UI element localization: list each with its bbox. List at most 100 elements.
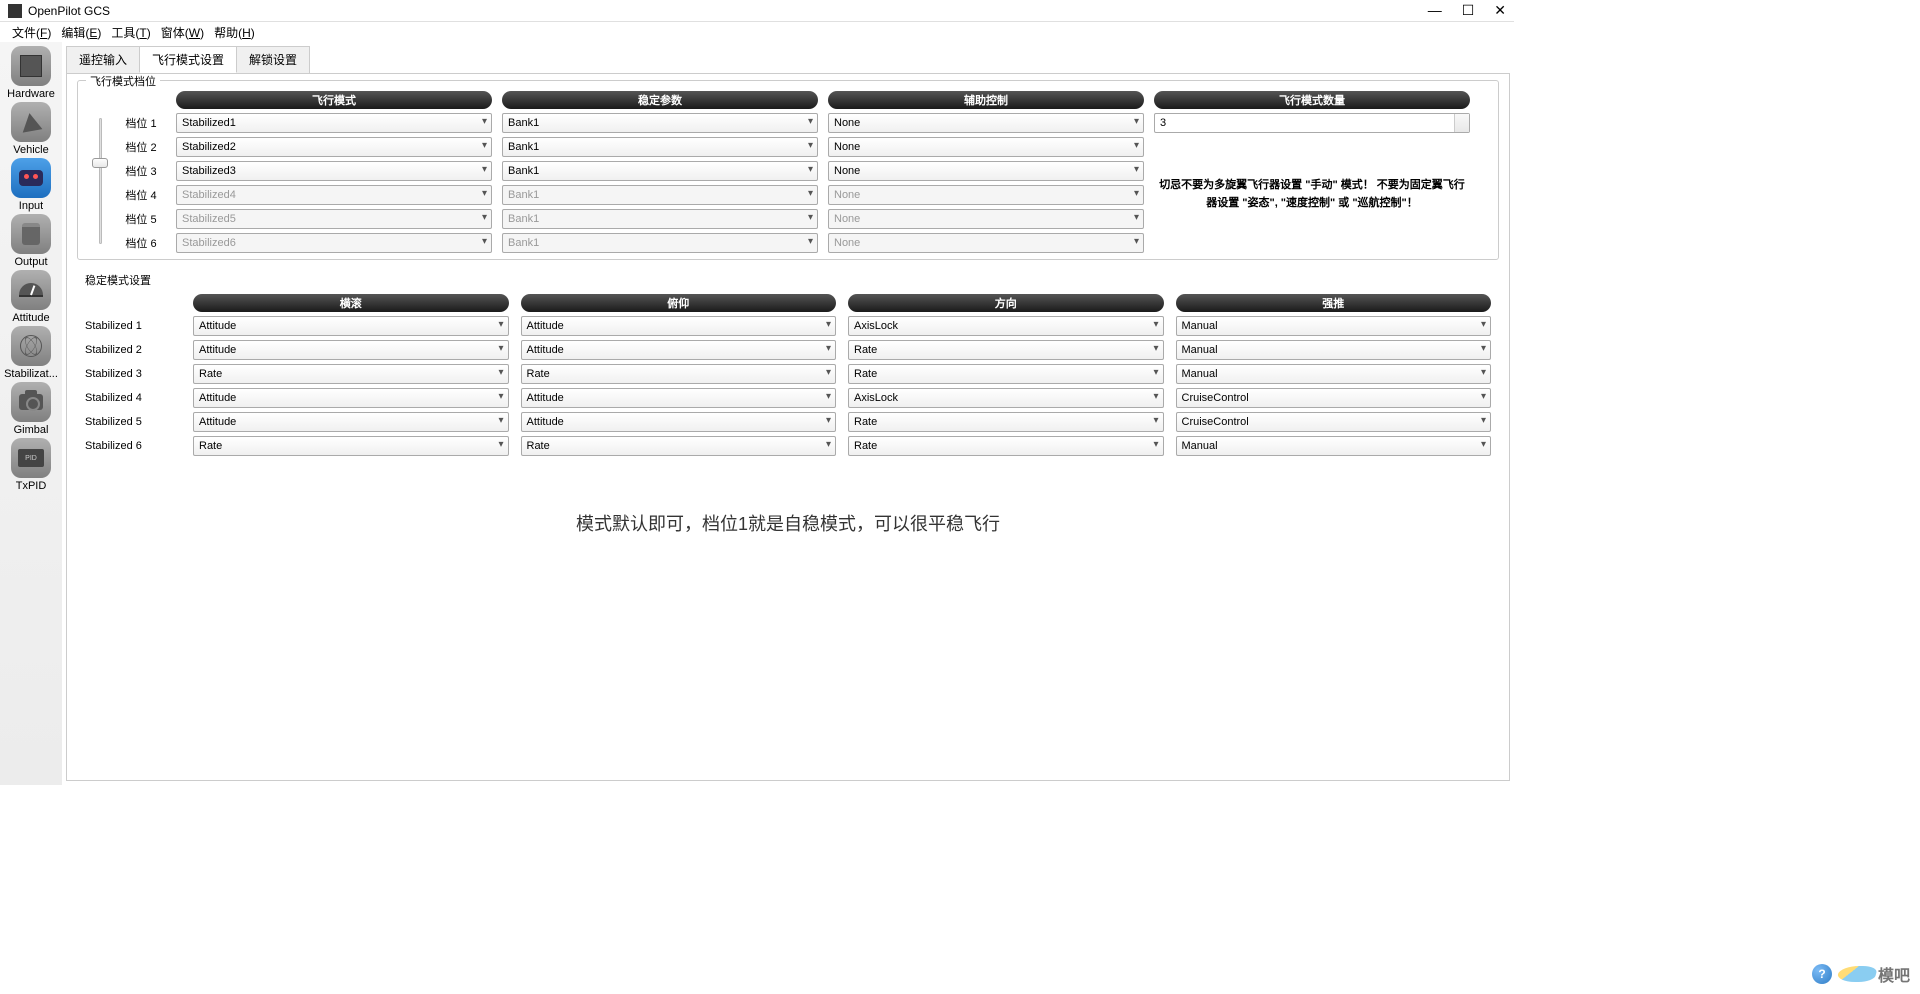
combo-mode-3[interactable]: Stabilized3 bbox=[176, 161, 492, 181]
sidebar-item-hardware[interactable]: Hardware bbox=[4, 46, 58, 100]
header-flight-mode: 飞行模式 bbox=[176, 91, 492, 109]
header-yaw: 方向 bbox=[848, 294, 1164, 312]
header-thrust: 强推 bbox=[1176, 294, 1492, 312]
combo-bank-4: Bank1 bbox=[502, 185, 818, 205]
logo-swoosh-icon bbox=[1836, 966, 1878, 982]
attitude-icon bbox=[11, 270, 51, 310]
combo-mode-6: Stabilized6 bbox=[176, 233, 492, 253]
app-icon bbox=[8, 4, 22, 18]
titlebar: OpenPilot GCS — ☐ ✕ bbox=[0, 0, 1514, 22]
help-icon[interactable]: ? bbox=[1812, 964, 1832, 984]
combo-bank-3[interactable]: Bank1 bbox=[502, 161, 818, 181]
warning-text: 切忌不要为多旋翼飞行器设置 "手动" 模式！ 不要为固定翼飞行器设置 "姿态",… bbox=[1154, 173, 1470, 216]
combo-bank-5: Bank1 bbox=[502, 209, 818, 229]
combo-thrust-5[interactable]: CruiseControl bbox=[1176, 412, 1492, 432]
sidebar-item-stabilization[interactable]: Stabilizat... bbox=[4, 326, 58, 380]
sidebar-item-attitude[interactable]: Attitude bbox=[4, 270, 58, 324]
combo-roll-4[interactable]: Attitude bbox=[193, 388, 509, 408]
window-title: OpenPilot GCS bbox=[28, 4, 1428, 18]
output-icon bbox=[11, 214, 51, 254]
combo-bank-1[interactable]: Bank1 bbox=[502, 113, 818, 133]
combo-assist-4: None bbox=[828, 185, 1144, 205]
menu-edit[interactable]: 编辑(E) bbox=[57, 22, 105, 43]
combo-pitch-6[interactable]: Rate bbox=[521, 436, 837, 456]
combo-assist-6: None bbox=[828, 233, 1144, 253]
vehicle-icon bbox=[11, 102, 51, 142]
combo-yaw-5[interactable]: Rate bbox=[848, 412, 1164, 432]
combo-pitch-1[interactable]: Attitude bbox=[521, 316, 837, 336]
combo-thrust-6[interactable]: Manual bbox=[1176, 436, 1492, 456]
sidebar-item-input[interactable]: Input bbox=[4, 158, 58, 212]
header-roll: 横滚 bbox=[193, 294, 509, 312]
combo-pitch-2[interactable]: Attitude bbox=[521, 340, 837, 360]
header-mode-count: 飞行模式数量 bbox=[1154, 91, 1470, 109]
watermark: ? 模吧 bbox=[1812, 962, 1910, 986]
minimize-button[interactable]: — bbox=[1428, 2, 1442, 19]
input-icon bbox=[11, 158, 51, 198]
menu-file[interactable]: 文件(F) bbox=[8, 22, 55, 43]
tabs: 遥控输入 飞行模式设置 解锁设置 bbox=[66, 46, 1510, 74]
menu-tools[interactable]: 工具(T) bbox=[107, 22, 154, 43]
combo-roll-6[interactable]: Rate bbox=[193, 436, 509, 456]
flight-mode-positions-group: 飞行模式档位 飞行模式 稳定参数 辅助控制 飞行模式数量 档位 1 Stabil bbox=[77, 80, 1499, 260]
combo-assist-5: None bbox=[828, 209, 1144, 229]
header-stab-settings: 稳定参数 bbox=[502, 91, 818, 109]
combo-roll-1[interactable]: Attitude bbox=[193, 316, 509, 336]
header-assist-control: 辅助控制 bbox=[828, 91, 1144, 109]
combo-roll-2[interactable]: Attitude bbox=[193, 340, 509, 360]
sidebar-item-output[interactable]: Output bbox=[4, 214, 58, 268]
combo-roll-5[interactable]: Attitude bbox=[193, 412, 509, 432]
combo-thrust-4[interactable]: CruiseControl bbox=[1176, 388, 1492, 408]
sidebar-item-gimbal[interactable]: Gimbal bbox=[4, 382, 58, 436]
stab-row-label-5: Stabilized 5 bbox=[85, 416, 181, 428]
combo-pitch-4[interactable]: Attitude bbox=[521, 388, 837, 408]
combo-yaw-3[interactable]: Rate bbox=[848, 364, 1164, 384]
combo-bank-6: Bank1 bbox=[502, 233, 818, 253]
combo-assist-2[interactable]: None bbox=[828, 137, 1144, 157]
tab-content: 飞行模式档位 飞行模式 稳定参数 辅助控制 飞行模式数量 档位 1 Stabil bbox=[66, 74, 1510, 781]
close-button[interactable]: ✕ bbox=[1494, 2, 1506, 19]
maximize-button[interactable]: ☐ bbox=[1462, 2, 1475, 19]
stab-mode-settings-group: 稳定模式设置 横滚 俯仰 方向 强推 Stabilized 1 Attitude… bbox=[77, 268, 1499, 460]
combo-yaw-2[interactable]: Rate bbox=[848, 340, 1164, 360]
stab-row-label-1: Stabilized 1 bbox=[85, 320, 181, 332]
sidebar-item-vehicle[interactable]: Vehicle bbox=[4, 102, 58, 156]
group1-title: 飞行模式档位 bbox=[86, 74, 160, 89]
gimbal-icon bbox=[11, 382, 51, 422]
combo-mode-2[interactable]: Stabilized2 bbox=[176, 137, 492, 157]
logo-text: 模吧 bbox=[1878, 962, 1910, 986]
instruction-note: 模式默认即可，档位1就是自稳模式，可以很平稳飞行 bbox=[77, 510, 1499, 536]
combo-mode-1[interactable]: Stabilized1 bbox=[176, 113, 492, 133]
stab-row-label-4: Stabilized 4 bbox=[85, 392, 181, 404]
stab-row-label-2: Stabilized 2 bbox=[85, 344, 181, 356]
combo-yaw-6[interactable]: Rate bbox=[848, 436, 1164, 456]
tab-flight-mode[interactable]: 飞行模式设置 bbox=[139, 46, 237, 73]
combo-mode-4: Stabilized4 bbox=[176, 185, 492, 205]
combo-yaw-4[interactable]: AxisLock bbox=[848, 388, 1164, 408]
combo-mode-5: Stabilized5 bbox=[176, 209, 492, 229]
combo-yaw-1[interactable]: AxisLock bbox=[848, 316, 1164, 336]
txpid-icon: PID bbox=[11, 438, 51, 478]
combo-pitch-3[interactable]: Rate bbox=[521, 364, 837, 384]
tab-rc-input[interactable]: 遥控输入 bbox=[66, 46, 140, 73]
menu-window[interactable]: 窗体(W) bbox=[157, 22, 208, 43]
logo-badge: 模吧 bbox=[1838, 962, 1910, 986]
position-slider[interactable] bbox=[92, 116, 110, 246]
combo-thrust-3[interactable]: Manual bbox=[1176, 364, 1492, 384]
combo-assist-1[interactable]: None bbox=[828, 113, 1144, 133]
stabilization-icon bbox=[11, 326, 51, 366]
spinbox-count[interactable]: 3▲▼ bbox=[1154, 113, 1470, 133]
combo-thrust-2[interactable]: Manual bbox=[1176, 340, 1492, 360]
combo-assist-3[interactable]: None bbox=[828, 161, 1144, 181]
tab-arming[interactable]: 解锁设置 bbox=[236, 46, 310, 73]
combo-pitch-5[interactable]: Attitude bbox=[521, 412, 837, 432]
combo-roll-3[interactable]: Rate bbox=[193, 364, 509, 384]
combo-thrust-1[interactable]: Manual bbox=[1176, 316, 1492, 336]
combo-bank-2[interactable]: Bank1 bbox=[502, 137, 818, 157]
sidebar: Hardware Vehicle Input Output Attitude S… bbox=[0, 42, 62, 785]
menu-help[interactable]: 帮助(H) bbox=[210, 22, 259, 43]
sidebar-item-txpid[interactable]: PID TxPID bbox=[4, 438, 58, 492]
menubar: 文件(F) 编辑(E) 工具(T) 窗体(W) 帮助(H) bbox=[0, 22, 1514, 42]
hardware-icon bbox=[11, 46, 51, 86]
stab-row-label-3: Stabilized 3 bbox=[85, 368, 181, 380]
